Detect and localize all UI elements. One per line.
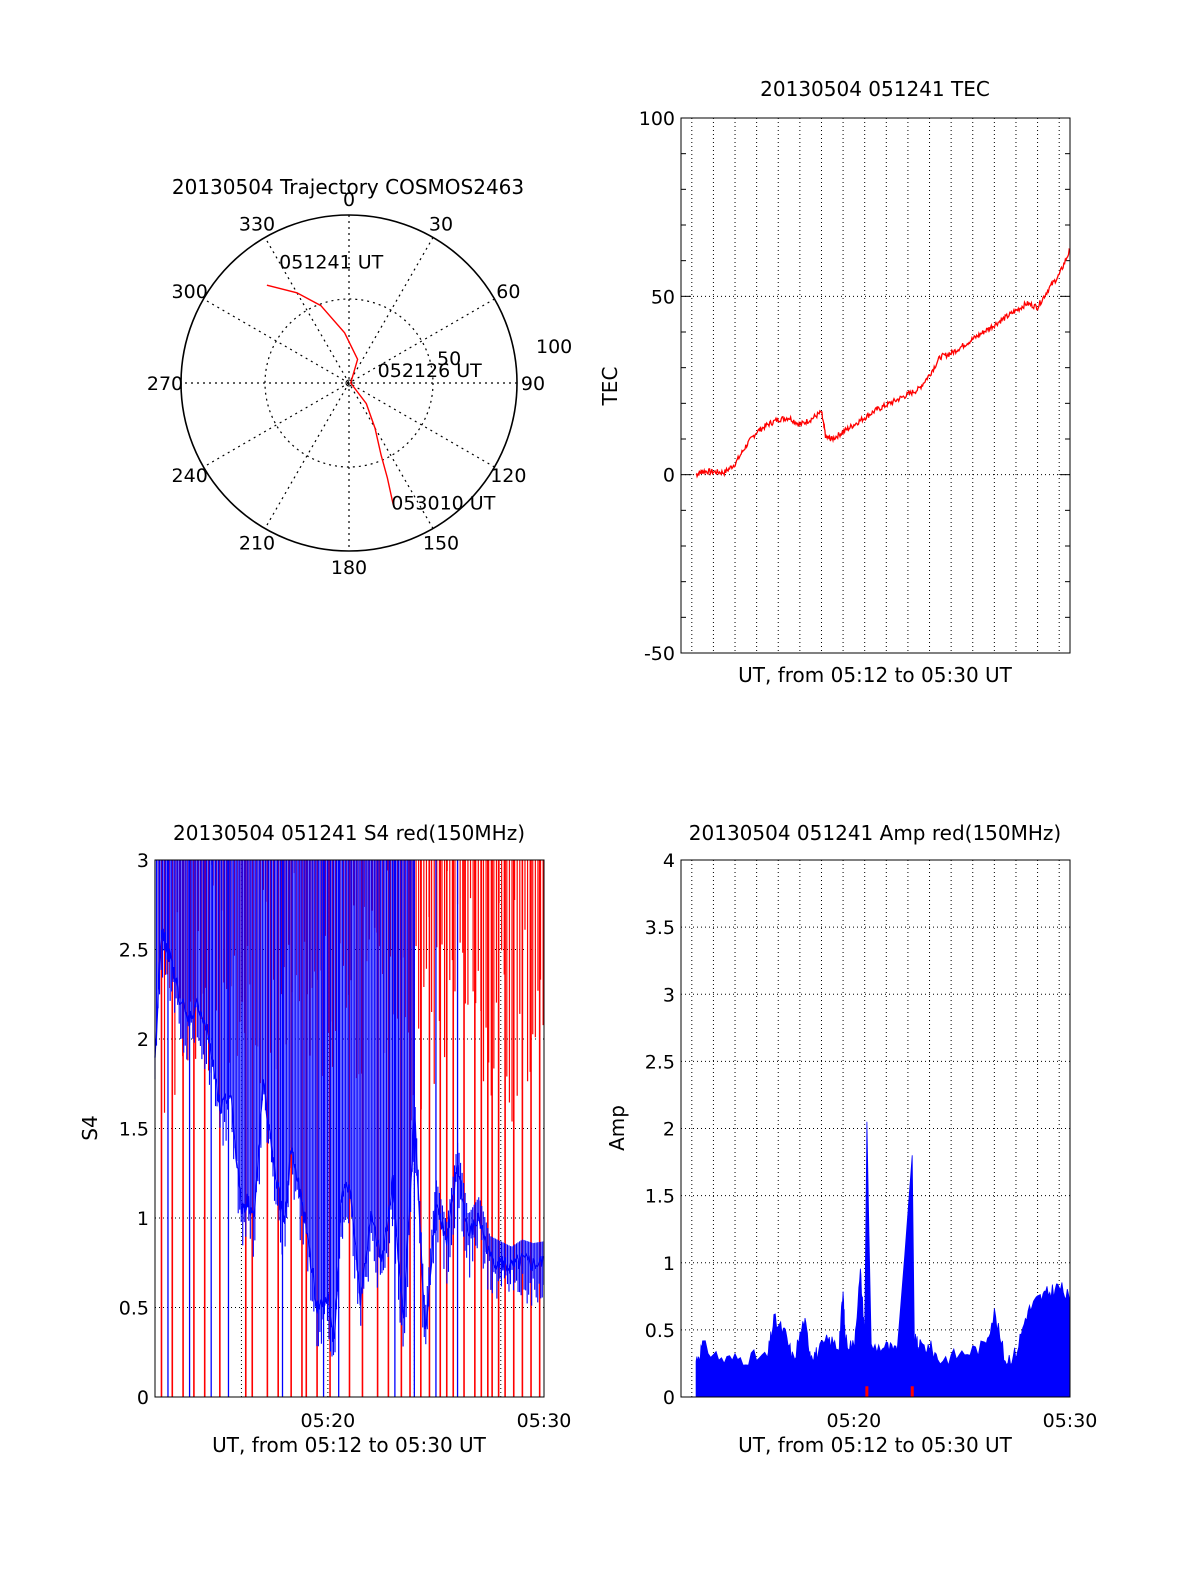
amp-red-marks: [865, 1386, 914, 1397]
polar-center-mark: [345, 379, 353, 387]
s4-y-axis-label: S4: [78, 1115, 102, 1140]
amp-x-axis-label: UT, from 05:12 to 05:30 UT: [738, 1433, 1013, 1457]
amp-ytick-3.5: 3.5: [645, 917, 675, 939]
tec-ytick-0: 0: [663, 465, 675, 487]
s4-y-tick-labels: 0 0.5 1 1.5 2 2.5 3: [119, 850, 149, 1409]
panel-s4: 20130504 051241 S4 red(150MHz) 0 0.5 1 1.5 2…: [78, 821, 571, 1457]
tec-ytick-100: 100: [639, 108, 675, 130]
s4-ytick-1: 1: [137, 1208, 149, 1230]
polar-angle-label-30: 30: [429, 214, 453, 236]
annotation-end-time: 053010 UT: [391, 493, 495, 515]
tec-y-tick-labels: -50 0 50 100: [639, 108, 675, 665]
tec-ytick-50: 50: [651, 286, 675, 308]
polar-angle-label-120: 120: [490, 465, 526, 487]
panel-amp: 20130504 051241 Amp red(150MHz) 0 0.5 1 1.5…: [605, 821, 1097, 1457]
amp-ytick-2: 2: [663, 1119, 675, 1141]
polar-angle-label-330: 330: [239, 214, 275, 236]
amp-plot-frame: [680, 859, 1071, 1398]
s4-ytick-1.5: 1.5: [119, 1119, 149, 1141]
s4-ytick-2.5: 2.5: [119, 940, 149, 962]
amp-y-tick-labels: 0 0.5 1 1.5 2 2.5 3 3.5 4: [645, 850, 675, 1409]
polar-angle-label-90: 90: [521, 373, 545, 395]
tec-y-axis-label: TEC: [598, 367, 622, 407]
amp-ytick-0.5: 0.5: [645, 1320, 675, 1342]
amp-xtick-05:20: 05:20: [827, 1410, 882, 1432]
polar-angle-labels: 0 30 60 90 120 150 180 210 240 270 300 330: [147, 189, 545, 579]
tec-series-line: [695, 248, 1071, 479]
amp-ytick-3: 3: [663, 984, 675, 1006]
polar-angle-label-0: 0: [343, 189, 355, 211]
annotation-start-time: 051241 UT: [279, 251, 383, 273]
amp-ytick-1.5: 1.5: [645, 1186, 675, 1208]
polar-angle-label-240: 240: [172, 465, 208, 487]
amp-title: 20130504 051241 Amp red(150MHz): [689, 821, 1061, 845]
polar-angle-label-210: 210: [239, 532, 275, 554]
polar-angle-label-270: 270: [147, 373, 183, 395]
polar-angle-label-180: 180: [331, 557, 367, 579]
polar-angle-label-300: 300: [172, 281, 208, 303]
amp-xtick-05:30: 05:30: [1043, 1410, 1098, 1432]
polar-angle-label-150: 150: [423, 532, 459, 554]
amp-ytick-0: 0: [663, 1387, 675, 1409]
s4-xtick-05:20: 05:20: [301, 1410, 356, 1432]
s4-blue-series-line: [154, 928, 544, 1342]
tec-title: 20130504 051241 TEC: [760, 77, 990, 101]
s4-ytick-3: 3: [137, 850, 149, 872]
s4-x-tick-labels: 05:20 05:30: [301, 1410, 572, 1432]
polar-radius-label-50: 50: [437, 348, 461, 370]
s4-plot-frame: [154, 859, 545, 1398]
amp-x-tick-labels: 05:20 05:30: [827, 1410, 1098, 1432]
panel-tec: 20130504 051241 TEC -50 0 50 100 UT, from 0…: [598, 77, 1071, 687]
trajectory-line: [266, 284, 394, 505]
amp-y-axis-label: Amp: [605, 1105, 629, 1151]
s4-title: 20130504 051241 S4 red(150MHz): [173, 821, 525, 845]
tec-x-axis-label: UT, from 05:12 to 05:30 UT: [738, 663, 1013, 687]
s4-ytick-0.5: 0.5: [119, 1298, 149, 1320]
annotation-mid-time: 052126 UT: [378, 360, 482, 382]
amp-ytick-2.5: 2.5: [645, 1051, 675, 1073]
tec-minor-ticks: [681, 117, 1070, 654]
tec-ytick--50: -50: [644, 643, 675, 665]
s4-xtick-05:30: 05:30: [517, 1410, 572, 1432]
trajectory-title: 20130504 Trajectory COSMOS2463: [172, 175, 524, 199]
polar-grid: [180, 214, 518, 552]
amp-ytick-4: 4: [663, 850, 675, 872]
amp-grid: [681, 860, 1070, 1397]
panel-trajectory: 20130504 Trajectory COSMOS2463 0 30 60 90 12…: [147, 175, 572, 579]
polar-spoke-150: [264, 237, 434, 529]
s4-ytick-0: 0: [137, 1387, 149, 1409]
tec-grid: [681, 118, 1070, 653]
tec-plot-frame: [680, 117, 1071, 654]
polar-angle-label-60: 60: [496, 281, 520, 303]
amp-ytick-1: 1: [663, 1253, 675, 1275]
polar-radius-label-100: 100: [536, 336, 572, 358]
s4-ytick-2: 2: [137, 1029, 149, 1051]
s4-x-axis-label: UT, from 05:12 to 05:30 UT: [212, 1433, 487, 1457]
amp-series-fill: [695, 1121, 1071, 1398]
